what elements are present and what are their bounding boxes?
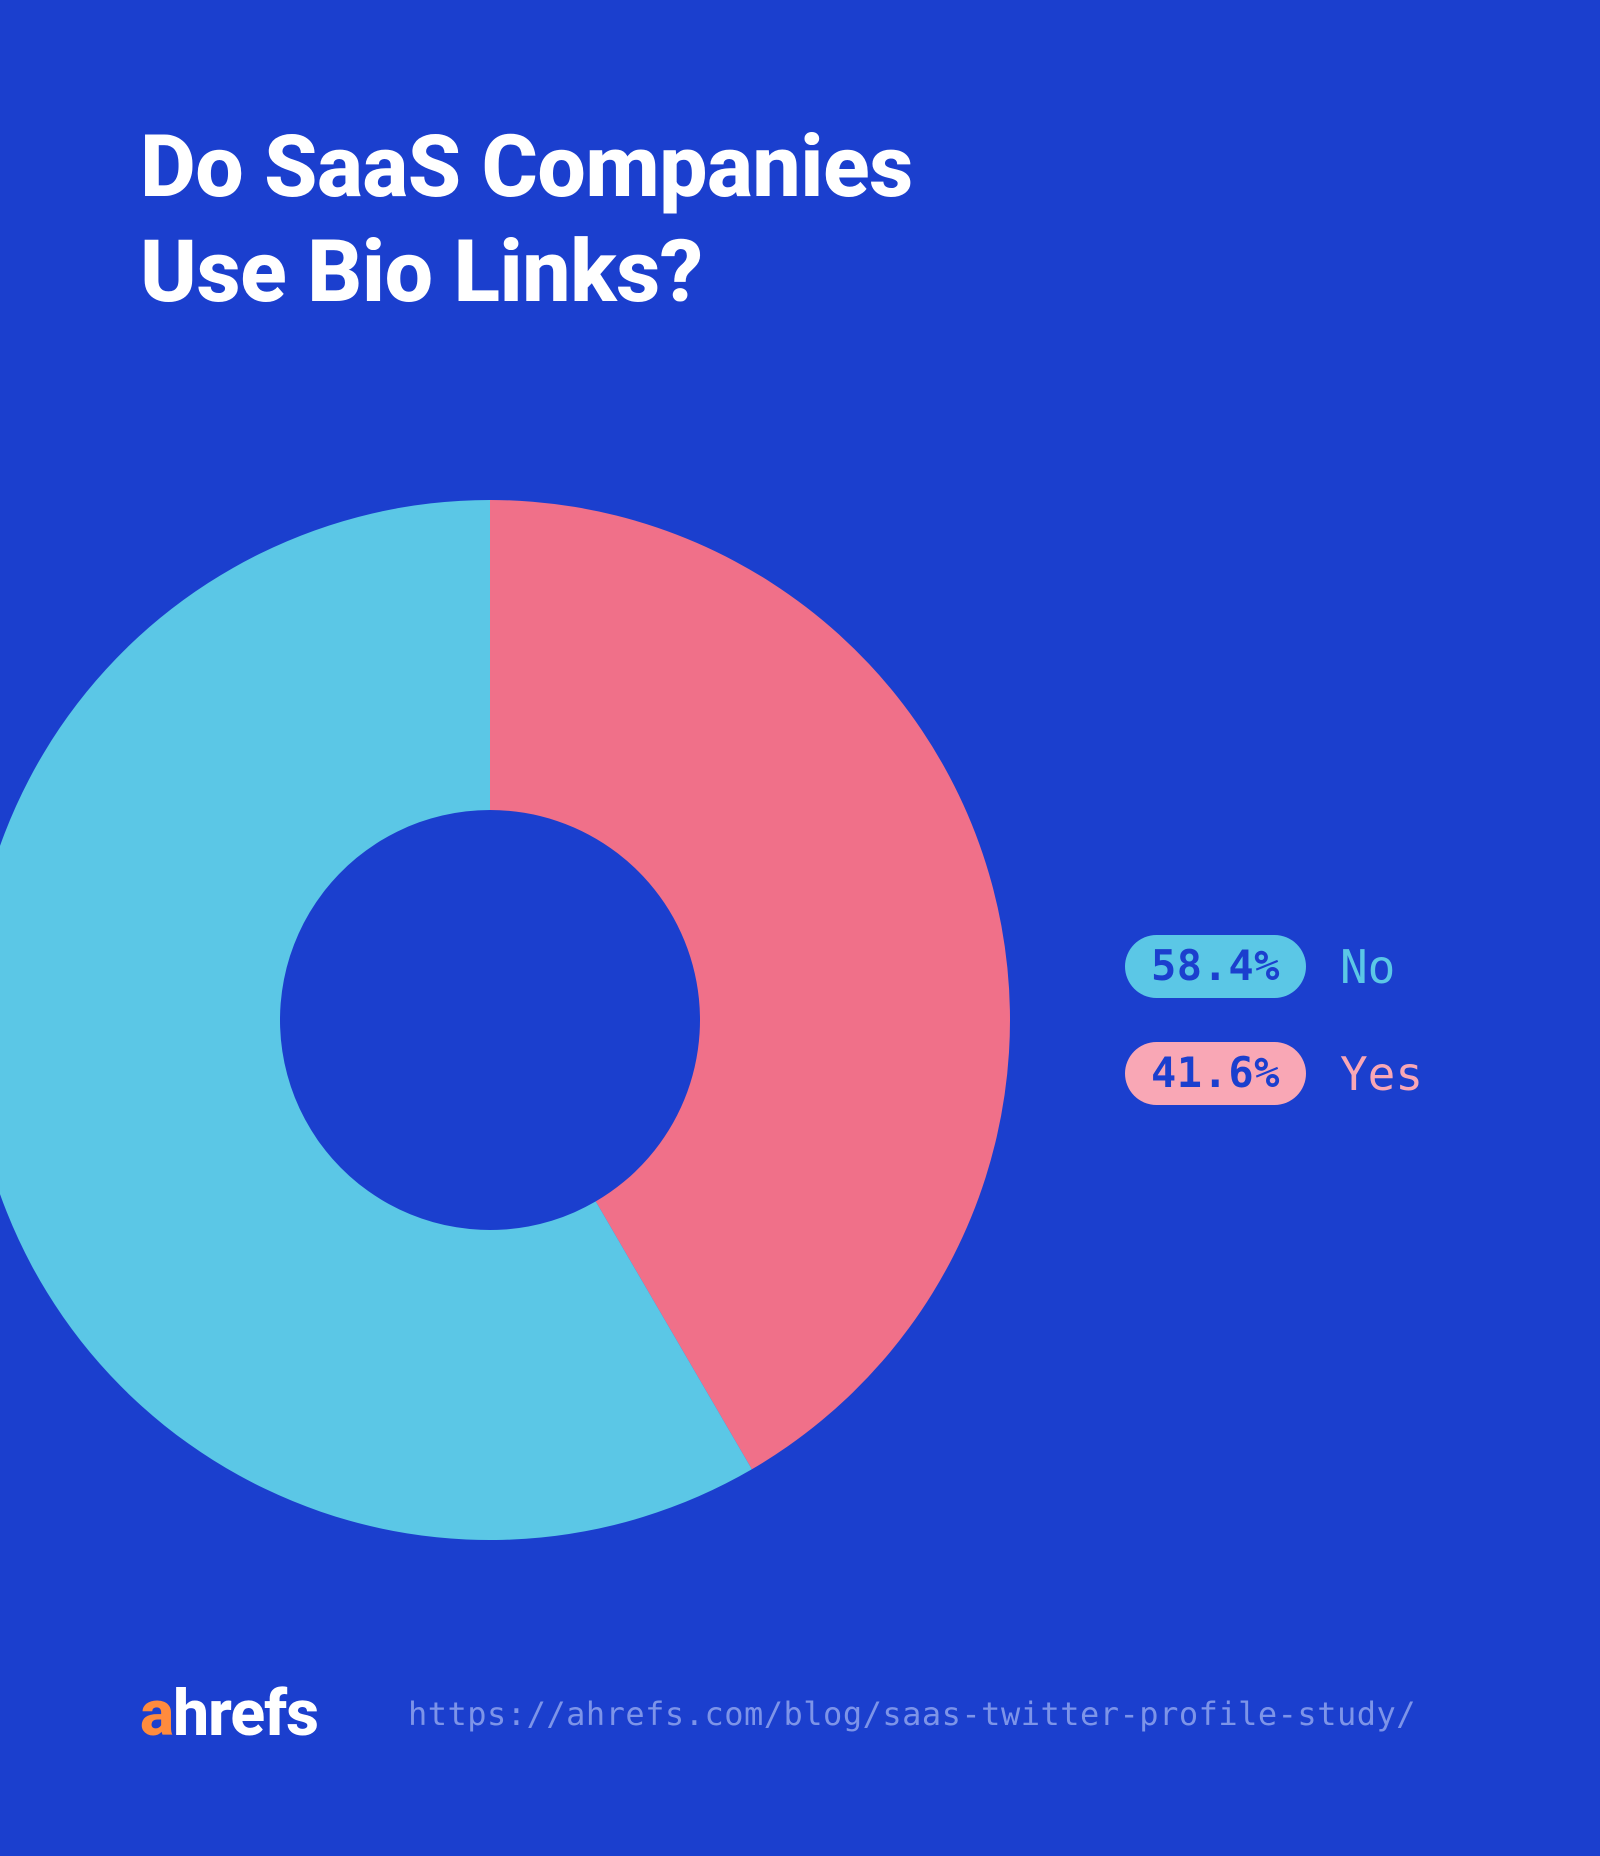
infographic-canvas: Do SaaS Companies Use Bio Links? 58.4% N… <box>0 0 1600 1856</box>
legend-label-yes: Yes <box>1340 1047 1423 1101</box>
legend-pill-no: 58.4% <box>1125 935 1306 998</box>
donut-svg <box>0 500 1010 1540</box>
legend-item-yes: 41.6% Yes <box>1125 1042 1423 1105</box>
donut-chart <box>0 500 1010 1540</box>
footer: ahrefs https://ahrefs.com/blog/saas-twit… <box>140 1676 1500 1751</box>
legend-item-no: 58.4% No <box>1125 935 1423 998</box>
logo-prefix: a <box>140 1676 173 1751</box>
legend: 58.4% No 41.6% Yes <box>1125 935 1423 1105</box>
legend-pill-yes: 41.6% <box>1125 1042 1306 1105</box>
source-url: https://ahrefs.com/blog/saas-twitter-pro… <box>408 1695 1416 1733</box>
chart-title: Do SaaS Companies Use Bio Links? <box>140 115 913 325</box>
legend-label-no: No <box>1340 940 1395 994</box>
brand-logo: ahrefs <box>140 1676 318 1751</box>
logo-rest: hrefs <box>173 1676 318 1751</box>
